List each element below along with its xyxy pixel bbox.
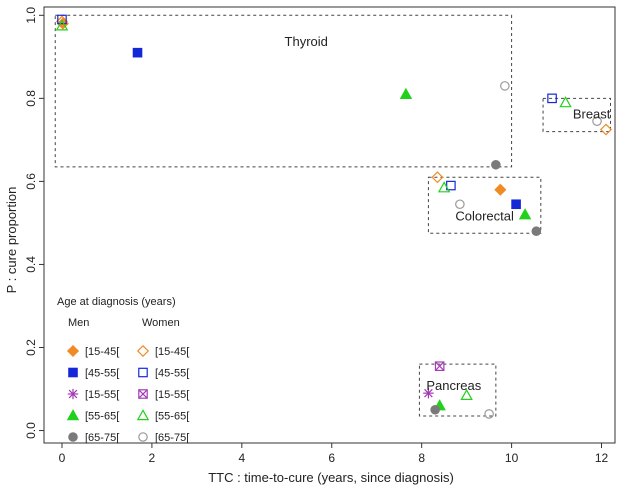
- legend-marker-men: [66, 409, 80, 421]
- y-tick-label: 1.0: [24, 7, 38, 24]
- y-tick-label: 0.6: [24, 173, 38, 190]
- x-axis-title: TTC : time-to-cure (years, since diagnos…: [208, 470, 454, 485]
- group-box-thyroid: [54, 14, 513, 168]
- y-tick-label: 0.4: [24, 256, 38, 273]
- data-point-triangle-open: [55, 19, 69, 31]
- legend-label-men: [45-55[: [85, 368, 119, 380]
- data-point-diamond-open: [431, 171, 444, 184]
- legend-label-men: [15-45[: [85, 346, 119, 358]
- group-label-pancreas: Pancreas: [426, 378, 481, 393]
- data-point-diamond-open: [55, 15, 69, 28]
- data-point-triangle-filled: [399, 87, 413, 99]
- legend-label-women: [65-75[: [155, 432, 189, 444]
- legend-label-men: [65-75[: [85, 432, 119, 444]
- x-tick-label: 6: [328, 451, 335, 465]
- group-boxes: [54, 14, 612, 417]
- group-label-thyroid: Thyroid: [285, 34, 328, 49]
- data-points: [55, 14, 613, 419]
- legend-title: Age at diagnosis (years): [57, 296, 176, 308]
- data-point-triangle-filled: [518, 208, 532, 220]
- legend-marker-women: [138, 367, 148, 378]
- group-labels: Thyroid Colorectal Breast Pancreas: [285, 34, 611, 393]
- group-label-breast: Breast: [573, 106, 611, 121]
- legend-marker-men: [68, 367, 78, 378]
- data-point-circle-open: [484, 409, 494, 419]
- data-point-square-cross: [434, 361, 445, 371]
- data-point-diamond-filled: [494, 183, 507, 196]
- data-point-triangle-open: [559, 96, 572, 108]
- legend-label-men: [55-65[: [85, 411, 119, 423]
- data-point-circle-filled: [430, 404, 440, 415]
- x-tick-label: 8: [418, 451, 425, 465]
- x-tick-label: 2: [149, 451, 156, 465]
- axes: 0 2 4 6 8 10 12 0.0 0.2 0.4 0.6 0.8 1.0: [24, 6, 616, 465]
- legend-header-women: Women: [142, 317, 180, 329]
- y-tick-label: 0.0: [24, 422, 38, 439]
- data-point-circle-open: [455, 199, 465, 210]
- legend-marker-women: [136, 409, 150, 421]
- data-point-triangle-open: [460, 388, 473, 401]
- legend-label-women: [15-45[: [155, 346, 189, 358]
- y-axis-title: P : cure proportion: [4, 187, 19, 294]
- data-point-square-open: [547, 93, 557, 104]
- legend-header-men: Men: [68, 317, 89, 329]
- legend-label-women: [45-55[: [155, 368, 189, 380]
- group-box-colorectal: [427, 176, 542, 234]
- data-point-circle-filled: [531, 226, 542, 237]
- legend-marker-women: [138, 389, 148, 399]
- legend-label-women: [55-65[: [155, 411, 189, 423]
- legend-marker-men: [67, 388, 79, 400]
- data-point-triangle-open: [437, 181, 451, 193]
- data-point-square-filled: [511, 199, 521, 210]
- legend: Age at diagnosis (years) Men Women [15-45[ […: [57, 296, 189, 444]
- legend-marker-men: [66, 344, 80, 358]
- data-point-star: [423, 387, 434, 399]
- group-box-pancreas: [418, 363, 497, 417]
- legend-marker-women: [138, 432, 148, 442]
- x-tick-label: 10: [505, 451, 519, 465]
- group-label-colorectal: Colorectal: [455, 208, 514, 223]
- legend-marker-men: [68, 432, 78, 442]
- data-point-diamond-open: [599, 123, 613, 136]
- data-point-circle-open: [500, 81, 510, 91]
- plot-frame: [43, 6, 616, 444]
- data-point-circle-open: [592, 116, 602, 126]
- y-tick-label: 0.8: [24, 90, 38, 107]
- data-point-square-open: [446, 180, 456, 191]
- x-tick-label: 12: [595, 451, 609, 465]
- group-box-breast: [542, 97, 612, 133]
- legend-marker-women: [136, 344, 150, 358]
- data-point-square-filled: [132, 47, 143, 58]
- data-point-circle-filled: [491, 159, 501, 170]
- x-tick-label: 4: [238, 451, 245, 465]
- legend-label-women: [15-55[: [155, 389, 189, 401]
- y-tick-label: 0.2: [24, 339, 38, 356]
- x-tick-label: 0: [59, 451, 66, 465]
- data-point-square-open: [57, 14, 67, 25]
- legend-label-men: [15-55[: [85, 389, 119, 401]
